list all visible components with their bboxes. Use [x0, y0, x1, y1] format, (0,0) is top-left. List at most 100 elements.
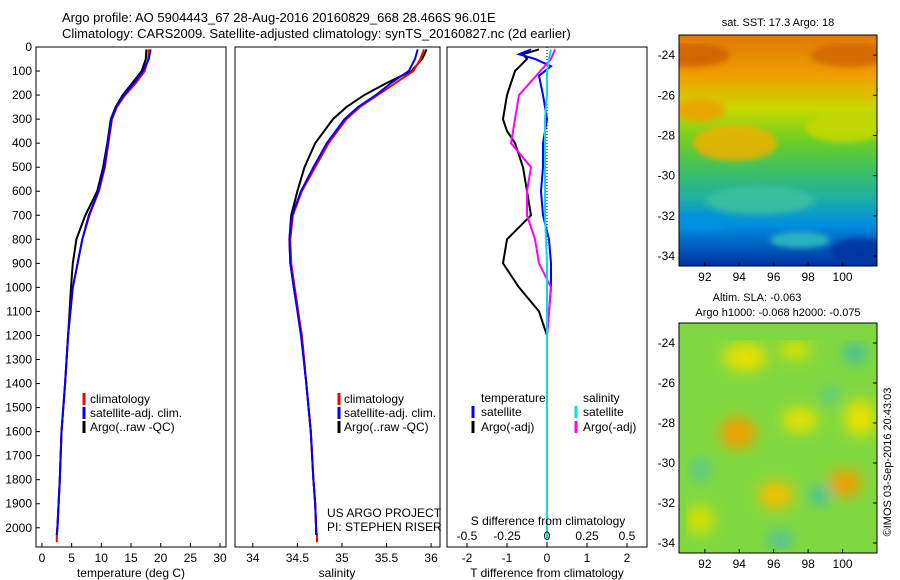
legend-satellite-label: satellite-adj. clim. [90, 406, 182, 420]
map-lat-tick-label: -24 [658, 336, 676, 350]
sla-map-panel: Altim. SLA: -0.063 Argo h1000: -0.068 h2… [658, 292, 878, 571]
temperature-tick-label: 15 [124, 551, 138, 565]
map-lon-tick-label: 96 [767, 557, 781, 571]
sdiff-tick-label: -0.25 [493, 529, 521, 543]
salinity-tick-label: 35.5 [375, 551, 399, 565]
depth-tick-label: 0 [25, 40, 32, 54]
depth-tick-label: 1800 [5, 473, 32, 487]
tdiff-tick-label: 1 [584, 551, 591, 565]
depth-tick-label: 1600 [5, 425, 32, 439]
temperature-line-1 [55, 49, 152, 536]
map-lat-tick-label: -30 [658, 169, 676, 183]
salinity-panel: 34 34.5 35 35.5 36 climatology satellite-adj… [234, 46, 442, 580]
map-lat-tick-label: -26 [658, 376, 676, 390]
figure-title-line1: Argo profile: AO 5904443_67 28-Aug-2016 … [62, 10, 496, 25]
temperature-tick-label: 30 [213, 551, 227, 565]
depth-tick-label: 1400 [5, 377, 32, 391]
map-lat-tick-label: -24 [658, 48, 676, 62]
difference-panel: -2 -1 0 1 2 -0.5 -0.25 0 0.25 0.5 temperature sa… [446, 46, 648, 580]
salinity-axes-frame [234, 46, 441, 548]
temperature-tick-label: 25 [184, 551, 198, 565]
depth-tick-label: 900 [12, 256, 32, 270]
legend-satellite-label: satellite-adj. clim. [344, 406, 436, 420]
salinity-x-axis: 34 34.5 35 35.5 36 [246, 543, 438, 565]
difference-line-3 [509, 49, 556, 540]
temperature-series [55, 49, 152, 543]
depth-tick-label: 800 [12, 232, 32, 246]
depth-tick-label: 600 [12, 184, 32, 198]
temperature-axes-frame [35, 46, 227, 548]
legend-s-argo-label: Argo(-adj) [583, 420, 636, 434]
sla-map-title-line2: Argo h1000: -0.068 h2000: -0.075 [695, 307, 860, 319]
legend-s-satellite-label: satellite [583, 405, 624, 419]
depth-tick-label: 100 [12, 64, 32, 78]
salinity-line-2 [288, 48, 428, 535]
map-lon-tick-label: 100 [833, 270, 853, 284]
sla-map-frame [678, 322, 878, 554]
map-lat-tick-label: -32 [658, 209, 676, 223]
sdiff-tick-label: -0.5 [457, 529, 478, 543]
temperature-legend: climatology satellite-adj. clim. Argo(..… [82, 392, 182, 434]
temperature-tick-label: 5 [68, 551, 75, 565]
sst-map-frame [678, 34, 878, 267]
t-difference-x-axis: -2 -1 0 1 2 [462, 543, 631, 565]
depth-tick-label: 1100 [6, 304, 32, 318]
depth-tick-label: 1900 [5, 497, 32, 511]
difference-series [501, 48, 556, 540]
legend-climatology-label: climatology [344, 392, 404, 406]
depth-tick-label: 1200 [5, 328, 32, 342]
sdiff-tick-label: 0.25 [575, 529, 599, 543]
sst-field [679, 35, 877, 266]
depth-tick-label: 1500 [5, 401, 32, 415]
map-lat-tick-label: -26 [658, 88, 676, 102]
depth-tick-label: 700 [12, 208, 32, 222]
tdiff-tick-label: -1 [502, 551, 513, 565]
legend-argo-label: Argo(..raw -QC) [344, 420, 429, 434]
salinity-tick-label: 36 [424, 551, 438, 565]
map-lat-tick-label: -34 [658, 249, 676, 263]
map-lat-tick-label: -28 [658, 416, 676, 430]
legend-climatology-label: climatology [90, 392, 150, 406]
map-lon-tick-label: 94 [733, 270, 747, 284]
sst-map-panel: sat. SST: 17.3 Argo: 18 92 94 96 98 100 -24 -2… [658, 17, 878, 284]
project-label: US ARGO PROJECT [327, 506, 442, 520]
depth-tick-label: 200 [12, 88, 32, 102]
salinity-tick-label: 35 [335, 551, 349, 565]
pi-label: PI: STEPHEN RISER [327, 520, 442, 534]
imos-credit: ©IMOS 03-Sep-2016 20:43:03 [882, 388, 894, 537]
sla-map-axes: 92 94 96 98 100 -24 -26 -28 -30 -32 -34 [658, 336, 877, 571]
tdiff-tick-label: 2 [624, 551, 631, 565]
depth-tick-label: 1700 [5, 449, 32, 463]
temperature-x-label: temperature (deg C) [77, 566, 185, 580]
salinity-series [288, 48, 428, 543]
temperature-tick-label: 0 [39, 551, 46, 565]
difference-legend: temperature salinity satellite Argo(-adj… [471, 391, 636, 434]
temperature-tick-label: 20 [154, 551, 168, 565]
sdiff-tick-label: 0.5 [619, 529, 636, 543]
difference-line-1 [501, 48, 548, 540]
difference-line-2 [544, 49, 552, 540]
salinity-tick-label: 34.5 [286, 551, 310, 565]
depth-tick-label: 1000 [5, 280, 32, 294]
depth-tick-label: 400 [12, 136, 32, 150]
map-lon-tick-label: 92 [698, 270, 712, 284]
map-lon-tick-label: 92 [698, 557, 712, 571]
depth-tick-label: 500 [12, 160, 32, 174]
temperature-panel: 0100200300400500600700800900100011001200… [5, 40, 227, 580]
figure-title-line2: Climatology: CARS2009. Satellite-adjuste… [62, 26, 571, 41]
legend-t-satellite-label: satellite [481, 405, 522, 419]
salinity-line-0 [289, 49, 425, 543]
map-lat-tick-label: -28 [658, 128, 676, 142]
map-lon-tick-label: 96 [767, 270, 781, 284]
salinity-x-label: salinity [319, 566, 356, 580]
legend-argo-label: Argo(..raw -QC) [90, 420, 175, 434]
t-difference-label: T difference from climatology [470, 566, 624, 580]
sst-map-title: sat. SST: 17.3 Argo: 18 [722, 17, 835, 29]
salinity-tick-label: 34 [246, 551, 260, 565]
temperature-x-axis: 0 5 10 15 20 25 30 [39, 543, 227, 565]
sla-field [679, 323, 877, 553]
map-lat-tick-label: -30 [658, 456, 676, 470]
temperature-line-2 [55, 49, 148, 536]
map-lat-tick-label: -34 [658, 536, 676, 550]
legend-salinity-heading: salinity [583, 391, 620, 405]
